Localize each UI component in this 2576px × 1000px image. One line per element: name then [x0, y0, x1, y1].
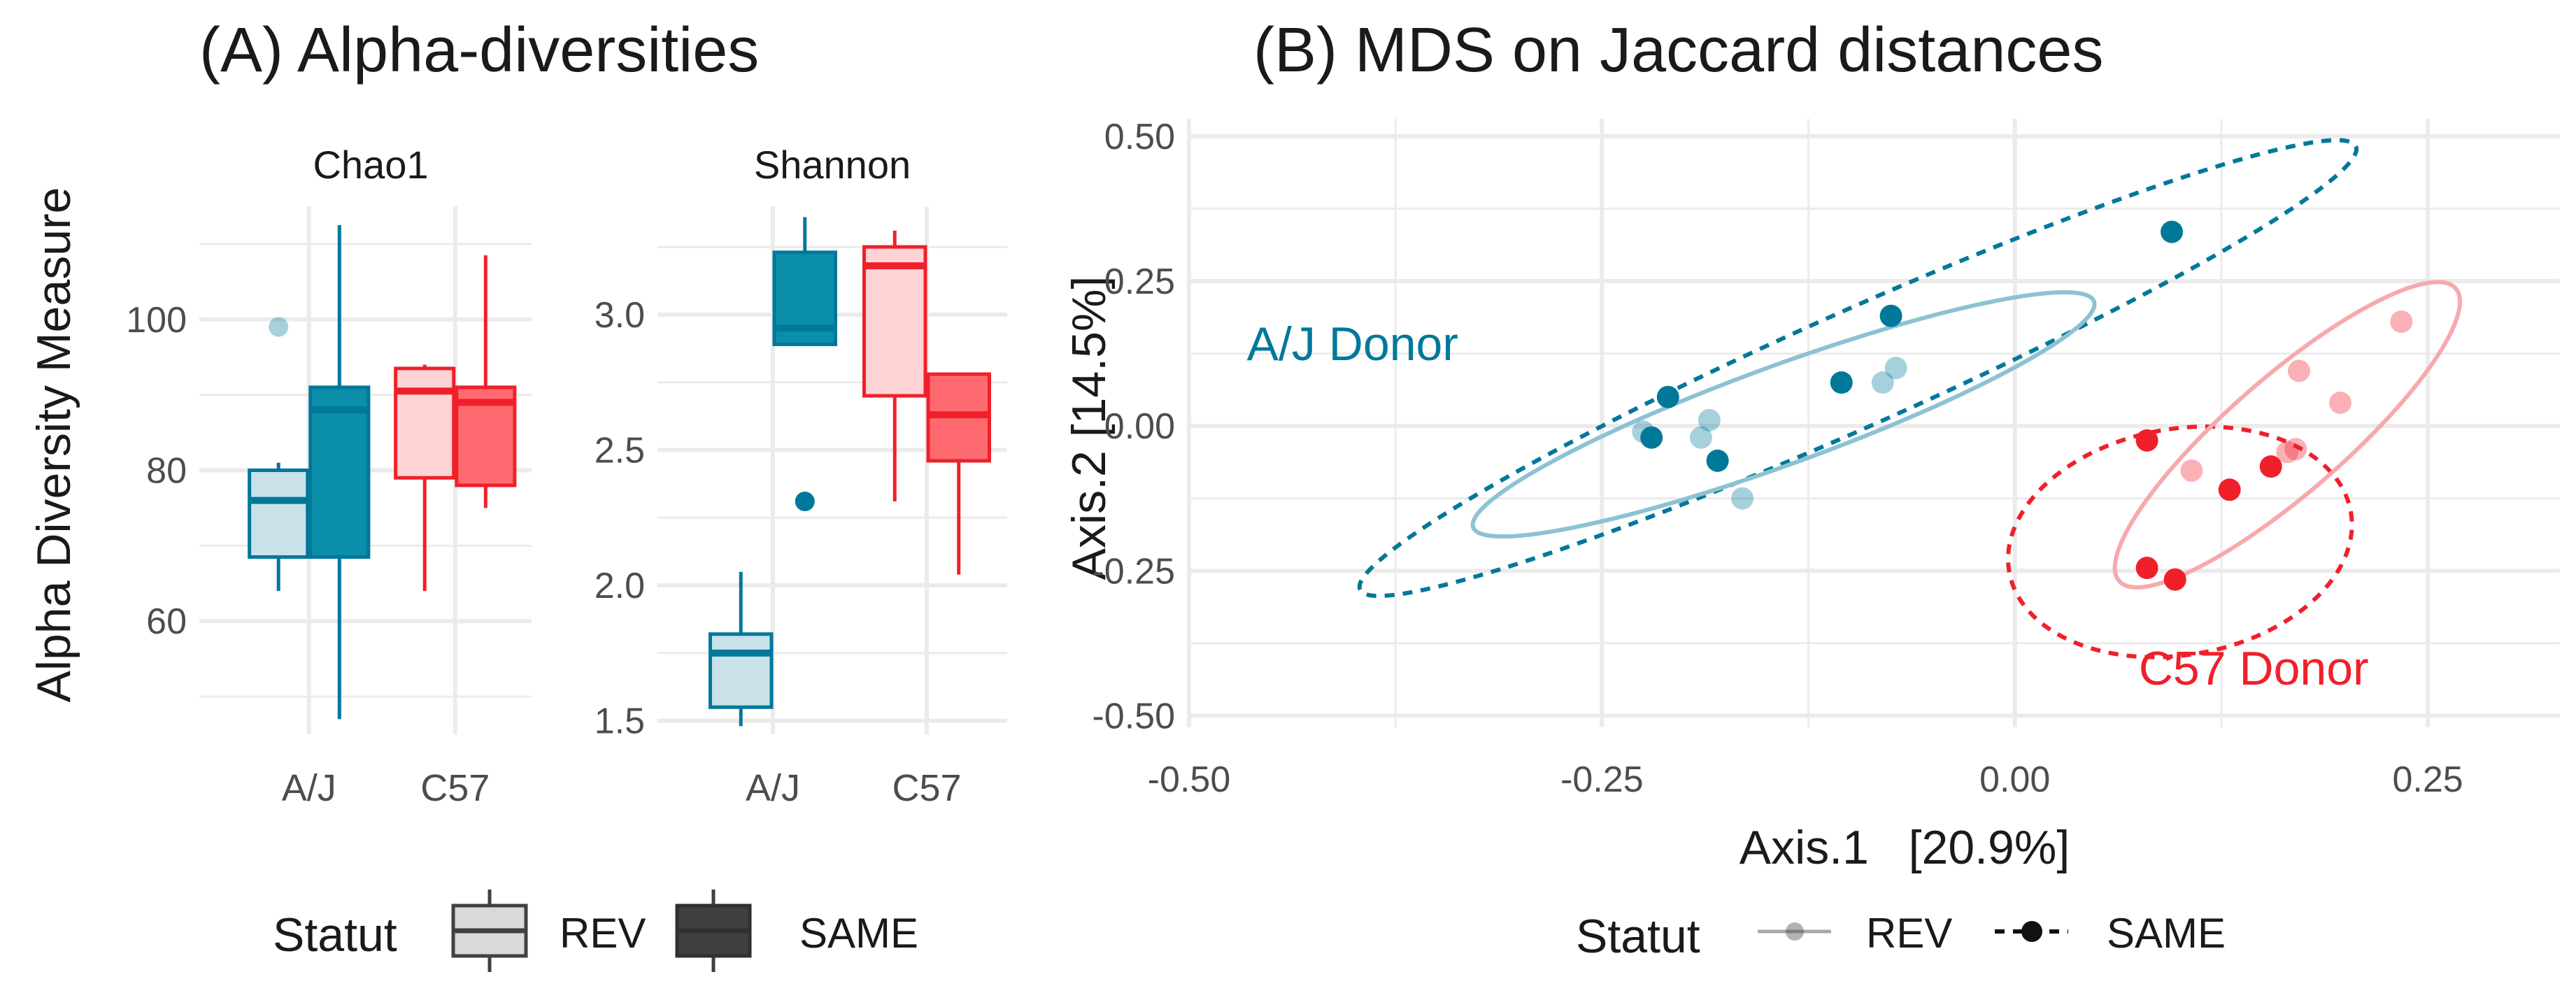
x-tick-label: A/J [282, 767, 336, 809]
y-tick-label: 1.5 [595, 701, 645, 742]
legend-b-same-label: SAME [2107, 910, 2226, 957]
box-body [308, 385, 371, 559]
box-c57-same [926, 372, 991, 575]
panel-b-title: (B) MDS on Jaccard distances [1253, 15, 2103, 85]
box-body [248, 469, 310, 559]
series-a-j-rev [1632, 357, 1907, 510]
box-a-j-same [772, 217, 837, 512]
data-point [2161, 220, 2184, 243]
x-tick-label: C57 [892, 767, 961, 809]
box-c57-rev [862, 230, 927, 502]
x-tick-label: 0.00 [1979, 759, 2050, 800]
ellipse-a-j-same [1357, 138, 2359, 599]
box-a-j-same [308, 224, 371, 720]
y-tick-label: 2.0 [595, 566, 645, 606]
panel-b-legend: Statut REV SAME [1576, 910, 2226, 963]
outlier-point [795, 492, 815, 512]
y-tick-label: 80 [146, 451, 187, 492]
panel-b-plot-area: -0.50 -0.25 0.00 0.25 -0.50 -0.25 0.00 0.25 0.50… [1092, 117, 2560, 800]
data-point [2180, 459, 2203, 482]
x-tick-label: 0.25 [2392, 759, 2463, 800]
y-tick-label: 0.50 [1104, 117, 1175, 157]
box-body [394, 366, 456, 480]
panel-b-y-axis-label: Axis.2 [14.5%] [1062, 276, 1116, 580]
data-point [2276, 441, 2299, 464]
facet-chao1: 60 80 100 A/J C57 [126, 206, 532, 809]
box-body [862, 245, 927, 398]
facet-shannon: 1.5 2.0 2.5 3.0 A/J C57 [595, 206, 1007, 809]
data-point [2390, 310, 2413, 333]
annotation-c57-donor: C57 Donor [2139, 642, 2369, 695]
legend-a-title: Statut [273, 908, 397, 962]
y-tick-label: 3.0 [595, 295, 645, 336]
legend-a-rev-key [451, 890, 528, 972]
x-tick-label: -0.25 [1560, 759, 1644, 800]
y-tick-label: -0.25 [1092, 551, 1175, 592]
data-point [1690, 426, 1713, 449]
data-point [2135, 429, 2158, 452]
series-a-j-same [1640, 220, 2184, 472]
data-point [2218, 478, 2241, 501]
box-c57-same [455, 255, 517, 508]
y-tick-label: -0.50 [1092, 696, 1175, 736]
panel-a-title: (A) Alpha-diversities [199, 15, 759, 85]
box-a-j-rev [709, 571, 774, 727]
facet-strip-shannon: Shannon [754, 143, 911, 187]
y-tick-label: 2.5 [595, 430, 645, 471]
ellipse-c57-rev [2112, 280, 2463, 590]
data-point [1706, 449, 1729, 472]
data-point [2135, 557, 2158, 580]
panel-a-legend: Statut REV SAME [273, 890, 918, 972]
x-tick-label: C57 [420, 767, 490, 809]
legend-b-title: Statut [1576, 910, 1700, 963]
data-point [1731, 487, 1754, 510]
series-c57-same [2135, 429, 2282, 591]
data-point [1871, 371, 1894, 394]
ellipse-c57-same [2006, 424, 2354, 659]
ellipse-a-j-rev [1470, 290, 2097, 539]
y-tick-label: 0.00 [1104, 406, 1175, 447]
data-point [1656, 385, 1679, 408]
data-point [1884, 357, 1907, 380]
data-point [2163, 568, 2186, 591]
facet-strip-chao1: Chao1 [313, 143, 428, 187]
data-point [1632, 420, 1655, 443]
panel-a-plot-area: 60 80 100 A/J C57 1.5 2.0 2.5 3.0 A/J C57 [126, 206, 1007, 809]
data-point [1640, 426, 1663, 449]
outlier-point [269, 317, 289, 337]
legend-a-rev-label: REV [560, 910, 646, 957]
x-tick-label: -0.50 [1148, 759, 1231, 800]
data-point [2259, 455, 2282, 478]
y-tick-label: 60 [146, 601, 187, 642]
annotation-a-j-donor: A/J Donor [1247, 317, 1458, 371]
box-a-j-rev [248, 317, 310, 592]
y-tick-label: 0.25 [1104, 262, 1175, 302]
legend-a-same-label: SAME [799, 910, 918, 957]
data-point [2284, 438, 2307, 461]
legend-b-rev-key [1758, 922, 1831, 941]
data-point [2287, 359, 2310, 383]
box-c57-rev [394, 364, 456, 592]
data-point [1698, 408, 1721, 431]
data-point [2328, 392, 2351, 414]
data-point [1879, 304, 1902, 327]
legend-b-same-key [1995, 921, 2068, 942]
data-point [1830, 371, 1853, 394]
panel-a-y-axis-label: Alpha Diversity Measure [27, 187, 80, 703]
y-tick-label: 100 [126, 300, 187, 341]
panel-b-x-axis-label: Axis.1 [20.9%] [1739, 821, 2070, 874]
series-c57-rev [2180, 310, 2413, 482]
legend-a-same-key [675, 890, 752, 972]
legend-b-rev-label: REV [1866, 910, 1952, 957]
x-tick-label: A/J [746, 767, 800, 809]
box-body [709, 632, 774, 709]
